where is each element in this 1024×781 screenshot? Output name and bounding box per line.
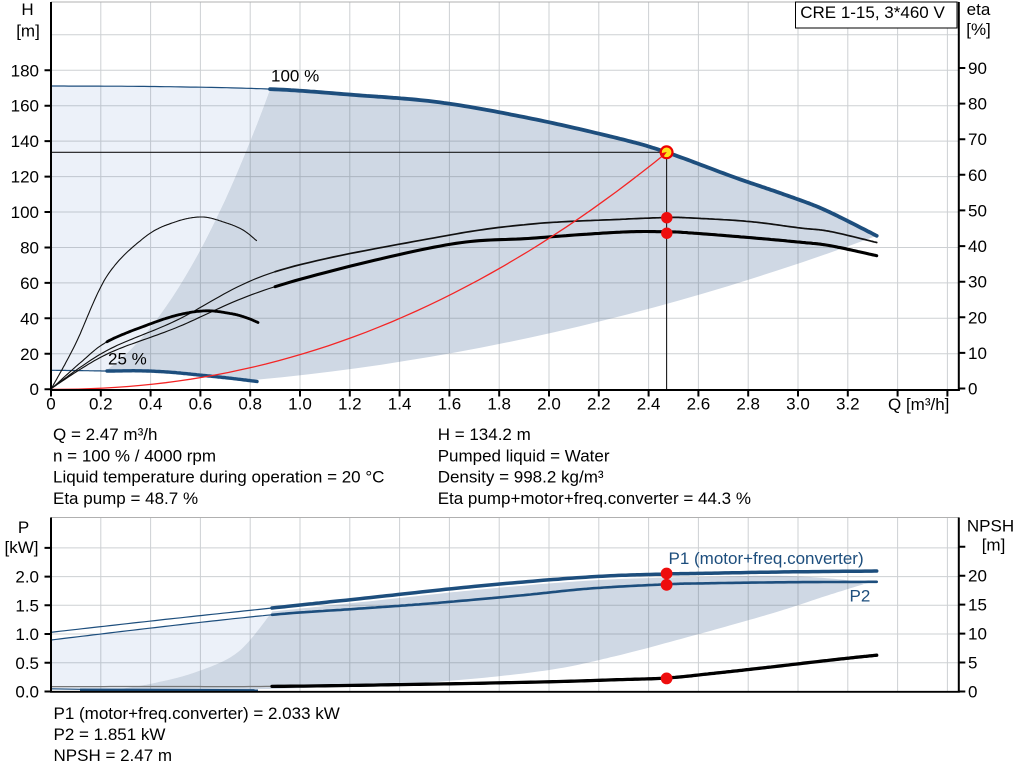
svg-text:0.2: 0.2 [89,395,113,414]
svg-text:Q [m³/h]: Q [m³/h] [888,395,949,414]
svg-text:5: 5 [968,654,977,673]
svg-text:50: 50 [968,201,987,220]
svg-text:[m]: [m] [16,22,40,41]
svg-text:2.0: 2.0 [537,395,561,414]
svg-text:NPSH = 2.47 m: NPSH = 2.47 m [54,746,173,765]
svg-text:0.0: 0.0 [15,683,39,702]
svg-text:H: H [21,0,33,19]
svg-text:1.8: 1.8 [487,395,511,414]
svg-text:40: 40 [20,309,39,328]
svg-text:0: 0 [30,380,39,399]
svg-text:0.8: 0.8 [238,395,262,414]
svg-text:eta: eta [967,0,991,19]
svg-text:180: 180 [11,61,39,80]
svg-text:10: 10 [968,625,987,644]
svg-text:H = 134.2 m: H = 134.2 m [438,425,531,444]
svg-text:NPSH: NPSH [967,517,1014,536]
svg-text:3.2: 3.2 [836,395,860,414]
svg-text:100 %: 100 % [271,67,319,86]
svg-text:Q = 2.47 m³/h: Q = 2.47 m³/h [53,425,157,444]
svg-text:Liquid temperature during oper: Liquid temperature during operation = 20… [53,468,384,487]
svg-text:140: 140 [11,132,39,151]
svg-text:120: 120 [11,168,39,187]
svg-text:Density = 998.2 kg/m³: Density = 998.2 kg/m³ [438,468,604,487]
svg-text:1.6: 1.6 [438,395,462,414]
svg-text:2.2: 2.2 [587,395,611,414]
svg-text:P: P [18,518,29,537]
svg-text:60: 60 [20,274,39,293]
svg-text:[kW]: [kW] [5,538,39,557]
svg-text:0: 0 [46,395,55,414]
svg-text:0.5: 0.5 [15,654,39,673]
svg-text:1.0: 1.0 [15,625,39,644]
svg-text:1.2: 1.2 [338,395,362,414]
svg-text:0: 0 [968,683,977,702]
svg-text:2.6: 2.6 [687,395,711,414]
svg-text:40: 40 [968,237,987,256]
svg-text:[%]: [%] [966,20,991,39]
svg-text:0.4: 0.4 [139,395,163,414]
svg-text:90: 90 [968,59,987,78]
svg-text:100: 100 [11,203,39,222]
svg-text:10: 10 [968,344,987,363]
svg-text:1.0: 1.0 [288,395,312,414]
svg-text:80: 80 [968,95,987,114]
svg-text:20: 20 [968,308,987,327]
svg-text:15: 15 [968,596,987,615]
svg-text:20: 20 [968,567,987,586]
svg-text:1.5: 1.5 [15,596,39,615]
svg-text:P1 (motor+freq.converter): P1 (motor+freq.converter) [669,549,864,568]
svg-text:P2 = 1.851 kW: P2 = 1.851 kW [54,725,166,744]
svg-text:3.0: 3.0 [786,395,810,414]
svg-text:160: 160 [11,97,39,116]
svg-text:CRE 1-15, 3*460 V: CRE 1-15, 3*460 V [800,3,945,22]
svg-text:2.0: 2.0 [15,568,39,587]
svg-text:Eta pump+motor+freq.converter: Eta pump+motor+freq.converter = 44.3 % [438,489,751,508]
svg-text:0: 0 [968,380,977,399]
svg-text:P1 (motor+freq.converter) = 2.: P1 (motor+freq.converter) = 2.033 kW [54,704,340,723]
svg-text:0.6: 0.6 [189,395,213,414]
svg-text:80: 80 [20,238,39,257]
svg-text:n = 100 % / 4000 rpm: n = 100 % / 4000 rpm [53,446,216,465]
svg-text:[m]: [m] [982,536,1006,555]
svg-text:Pumped liquid = Water: Pumped liquid = Water [438,446,610,465]
svg-text:30: 30 [968,273,987,292]
svg-text:70: 70 [968,130,987,149]
svg-text:P2: P2 [850,587,871,606]
svg-text:Eta pump = 48.7 %: Eta pump = 48.7 % [53,489,198,508]
svg-text:1.4: 1.4 [388,395,412,414]
svg-text:2.4: 2.4 [637,395,661,414]
svg-text:60: 60 [968,166,987,185]
svg-text:2.8: 2.8 [736,395,760,414]
svg-text:25 %: 25 % [108,350,147,369]
svg-text:20: 20 [20,345,39,364]
